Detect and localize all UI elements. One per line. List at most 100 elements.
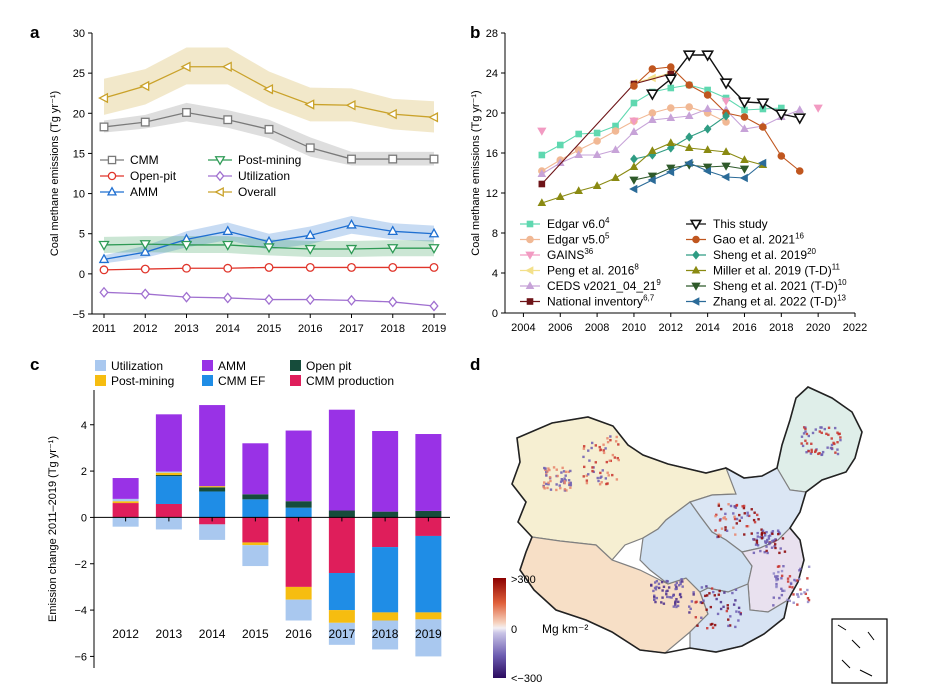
- emission-pixel: [763, 531, 767, 535]
- emission-pixel: [585, 474, 588, 477]
- emission-pixel: [781, 589, 784, 593]
- c-bar-2015-cmm-ef: [242, 499, 269, 518]
- emission-pixel: [657, 582, 661, 586]
- c-bar-2015-post-mining: [242, 542, 269, 546]
- emission-pixel: [786, 580, 790, 583]
- emission-pixel: [774, 575, 777, 578]
- b-x-tick-label: 2012: [659, 322, 683, 334]
- emission-pixel: [715, 597, 718, 601]
- emission-pixel: [783, 550, 787, 553]
- emission-pixel: [760, 534, 764, 537]
- emission-pixel: [692, 591, 695, 594]
- emission-pixel: [764, 534, 767, 537]
- emission-pixel: [771, 530, 775, 533]
- emission-pixel: [804, 592, 808, 596]
- emission-pixel: [753, 521, 757, 524]
- b-legend-marker: [525, 281, 535, 290]
- emission-pixel: [733, 505, 736, 508]
- emission-pixel: [778, 565, 781, 568]
- b-point-this-study: [756, 98, 770, 110]
- emission-pixel: [746, 514, 749, 517]
- emission-pixel: [756, 535, 760, 538]
- emission-pixel: [806, 577, 809, 580]
- emission-pixel: [782, 565, 785, 568]
- emission-pixel: [604, 477, 608, 480]
- emission-pixel: [677, 600, 680, 604]
- emission-pixel: [665, 592, 668, 596]
- emission-pixel: [723, 591, 726, 594]
- a-point-cmm: [388, 154, 398, 164]
- emission-pixel: [734, 599, 737, 602]
- emission-pixel: [548, 476, 552, 479]
- emission-pixel: [709, 623, 713, 626]
- b-point-gao-et-al-2021: [666, 63, 675, 71]
- b-line-gao-et-al-2021: [633, 66, 801, 172]
- emission-pixel: [569, 486, 572, 489]
- emission-pixel: [830, 443, 834, 447]
- b-point-zhang-et-al-2022-t-d: [721, 172, 730, 182]
- b-point-miller-et-al-2019-t-d: [666, 138, 676, 147]
- a-y-tick-label: 5: [79, 229, 85, 241]
- b-point-sheng-et-al-2019: [703, 124, 712, 134]
- c-category-label: 2018: [372, 627, 399, 641]
- emission-pixel: [701, 601, 704, 605]
- emission-pixel: [821, 450, 825, 454]
- emission-pixel: [776, 575, 779, 578]
- c-bar-2019-amm: [415, 434, 442, 511]
- emission-pixel: [608, 459, 611, 462]
- a-point-overall: [180, 61, 191, 72]
- b-point-national-inventory: [538, 180, 546, 188]
- c-legend-swatch-amm: [202, 360, 213, 371]
- b-point-ceds-v2021-04-21: [684, 111, 694, 120]
- b-point-miller-et-al-2019-t-d: [574, 186, 583, 195]
- emission-pixel: [726, 607, 730, 610]
- b-y-tick-label: 4: [492, 268, 498, 280]
- b-y-tick-label: 12: [486, 188, 498, 200]
- b-point-ceds-v2021-04-21: [795, 105, 805, 114]
- emission-pixel: [804, 439, 807, 442]
- emission-pixel: [827, 426, 831, 429]
- emission-pixel: [724, 526, 727, 529]
- b-legend-marker: [691, 297, 700, 306]
- b-point-miller-et-al-2019-t-d: [740, 155, 749, 164]
- emission-pixel: [817, 452, 820, 456]
- emission-pixel: [777, 532, 780, 536]
- a-point-cmm: [264, 124, 274, 134]
- emission-pixel: [717, 535, 720, 538]
- b-legend-label-this-study: This study: [713, 217, 768, 231]
- colorbar: [493, 578, 506, 678]
- c-bar-2017-cmm-ef: [328, 573, 355, 611]
- emission-pixel: [738, 519, 742, 522]
- emission-pixel: [810, 442, 813, 445]
- emission-pixel: [756, 513, 759, 517]
- c-bar-2014-post-mining: [199, 486, 226, 488]
- emission-pixel: [759, 535, 762, 539]
- b-point-edgar-v6-0: [575, 130, 582, 138]
- emission-pixel: [729, 504, 733, 508]
- emission-pixel: [777, 570, 780, 574]
- a-point-post-mining: [304, 244, 316, 255]
- emission-pixel: [594, 444, 598, 447]
- panel-label-b: b: [470, 23, 480, 42]
- emission-pixel: [549, 488, 553, 491]
- emission-pixel: [752, 518, 756, 522]
- emission-pixel: [558, 484, 561, 487]
- emission-pixel: [800, 435, 804, 438]
- c-bar-2014-utilization: [199, 524, 226, 540]
- b-point-gao-et-al-2021: [648, 65, 657, 73]
- emission-pixel: [804, 427, 807, 431]
- c-bar-2012-utilization: [112, 517, 139, 527]
- b-point-sheng-et-al-2019: [685, 132, 694, 142]
- a-legend-label-post-mining: Post-mining: [238, 153, 301, 167]
- b-point-sheng-et-al-2021-t-d: [721, 162, 731, 171]
- b-y-tick-label: 28: [486, 28, 498, 40]
- a-legend-label-overall: Overall: [238, 185, 276, 199]
- b-legend-marker: [689, 219, 703, 231]
- emission-pixel: [569, 469, 572, 473]
- b-point-ceds-v2021-04-21: [666, 113, 676, 122]
- emission-pixel: [560, 471, 563, 474]
- emission-pixel: [818, 451, 821, 455]
- emission-pixel: [788, 585, 791, 589]
- a-point-amm: [304, 229, 316, 240]
- b-point-gao-et-al-2021: [777, 152, 786, 160]
